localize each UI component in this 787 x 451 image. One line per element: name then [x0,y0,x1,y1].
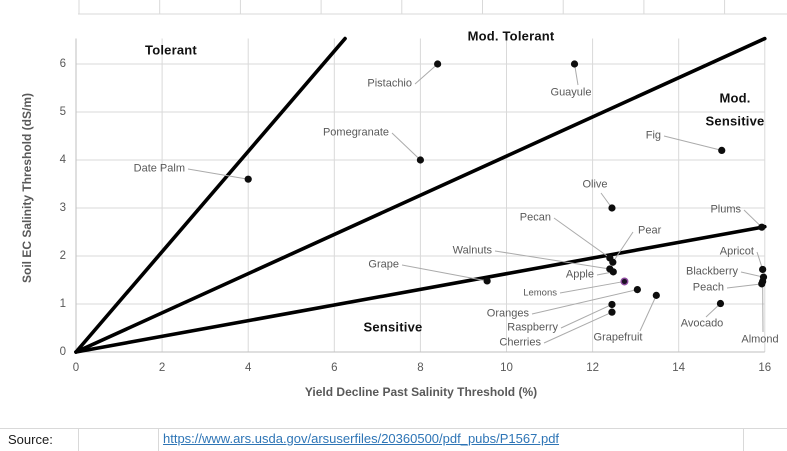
point-label-pear: Pear [638,224,662,237]
tolerance-boundary-line [74,224,767,354]
point-label-raspberry: Raspberry [507,321,558,334]
leader-line-oranges [531,289,638,315]
point-label-apricot: Apricot [719,245,754,258]
x-tick-label-4: 4 [244,362,252,374]
y-tick-label-0: 0 [59,346,66,358]
point-label-blackberry: Blackberry [686,265,738,278]
point-label-walnuts: Walnuts [452,244,492,257]
point-label-pecan: Pecan [519,211,551,224]
region-label-sensitive: Sensitive [363,319,423,335]
point-label-cherries: Cherries [499,336,541,349]
region-label-tolerant: Tolerant [145,42,197,58]
leader-line-peach [726,283,762,289]
point-label-peach: Peach [692,281,724,294]
x-tick-label-16: 16 [758,362,772,374]
tolerance-boundary-line [74,36,767,354]
leader-line-pistachio [414,63,438,85]
point-label-grapefruit: Grapefruit [593,331,643,344]
data-point-plums [758,223,766,231]
point-label-oranges: Oranges [486,307,529,320]
point-label-fig: Fig [645,129,661,142]
leader-line-pecan [553,217,611,259]
data-point-grapefruit [652,291,660,299]
source-row-cell-border [743,428,744,451]
x-tick-label-12: 12 [586,362,599,374]
point-label-apple: Apple [565,268,594,281]
leader-line-fig [663,135,722,151]
x-tick-label-6: 6 [331,362,338,374]
x-tick-label-8: 8 [417,362,424,374]
data-point-olive [608,204,616,212]
y-axis-title: Soil EC Salinity Threshold (dS/m) [20,92,34,284]
source-label: Source: [8,432,53,447]
leader-line-cherries [543,311,613,344]
leader-line-grapefruit [639,295,657,332]
salinity-scatter-chart [74,0,787,354]
x-tick-label-10: 10 [500,362,513,374]
data-point-lemons [620,277,629,286]
y-tick-label-3: 3 [59,202,66,214]
x-tick-label-0: 0 [72,362,80,374]
tolerance-boundary-line [74,36,347,354]
point-label-pomegranate: Pomegranate [322,126,389,139]
x-tick-label-2: 2 [158,362,166,374]
point-label-lemons: Lemons [523,287,557,299]
point-label-olive: Olive [582,178,608,191]
source-row-top-border [0,428,787,429]
y-tick-label-6: 6 [59,58,66,70]
data-point-avocado [716,299,725,308]
data-point-cherries [608,308,616,316]
point-label-plums: Plums [710,203,741,216]
leader-line-date-palm [187,168,249,180]
data-point-oranges [633,286,641,294]
point-label-pistachio: Pistachio [367,77,412,90]
data-point-guayule [570,60,579,68]
data-point-apple [609,268,617,276]
y-tick-label-1: 1 [59,298,66,310]
leader-line-blackberry [740,271,764,278]
y-tick-label-2: 2 [59,250,66,262]
source-row-cell-border [158,428,159,451]
y-tick-label-4: 4 [59,154,66,166]
leader-line-pomegranate [391,132,421,161]
x-tick-label-14: 14 [672,362,686,374]
leader-line-pear [612,231,634,263]
x-axis-title: Yield Decline Past Salinity Threshold (%… [304,385,538,399]
data-point-raspberry [608,300,616,309]
source-row-cell-border [78,428,79,451]
data-point-fig [718,146,726,154]
leader-line-lemons [559,280,625,294]
data-point-apricot [759,265,767,274]
region-label-mod-tolerant: Mod. Tolerant [467,28,555,44]
point-label-avocado: Avocado [680,317,724,330]
region-label-sensitive: Sensitive [705,113,765,129]
data-point-pear [609,258,617,266]
point-label-grape: Grape [368,258,399,271]
point-label-date-palm: Date Palm [133,162,185,175]
source-hyperlink[interactable]: https://www.ars.usda.gov/arsuserfiles/20… [163,431,560,446]
data-point-pistachio [434,60,442,68]
region-label-mod-: Mod. [719,90,751,106]
point-label-almond: Almond [741,333,779,346]
leader-line-grape [401,264,488,282]
data-point-date-palm [244,175,252,183]
data-point-grape [483,277,491,285]
leader-line-plums [743,209,763,228]
y-tick-label-5: 5 [59,106,66,118]
leader-line-raspberry [560,304,613,329]
point-label-guayule: Guayule [550,86,592,99]
data-point-pomegranate [416,156,424,164]
leader-line-walnuts [494,250,610,270]
data-point-almond [759,277,767,286]
